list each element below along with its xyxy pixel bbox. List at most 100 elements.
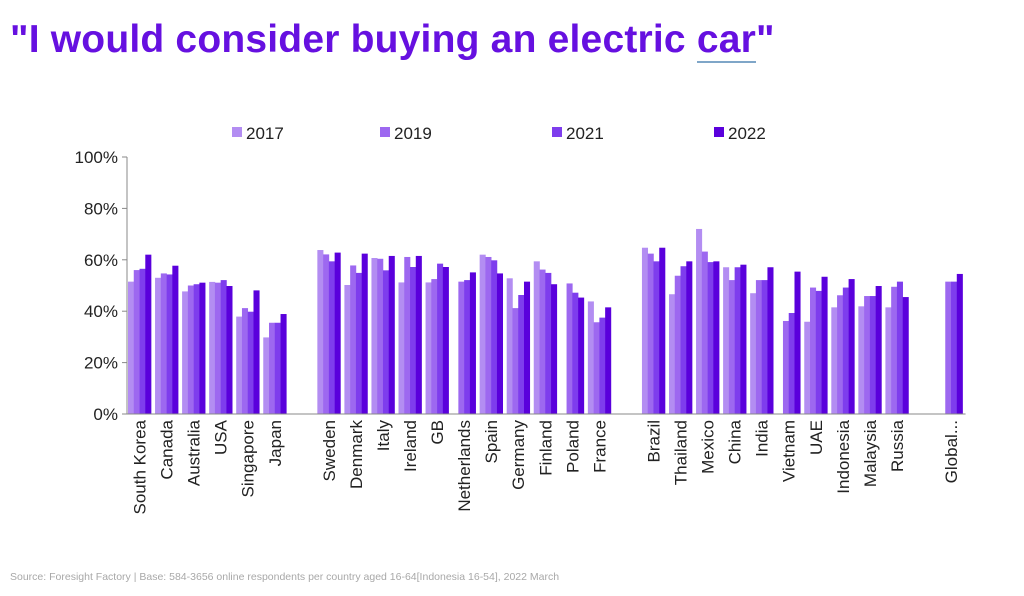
- x-tick-label: Spain: [482, 420, 501, 463]
- x-tick-label: Poland: [563, 420, 582, 473]
- bar-japan-2022: [280, 314, 287, 414]
- bar-gb-2019: [431, 279, 438, 414]
- bar-finland-2019: [539, 269, 546, 414]
- bar-india-2021: [761, 280, 768, 414]
- bar-sweden-2017: [317, 250, 324, 414]
- bar-sweden-2019: [323, 254, 330, 414]
- bar-japan-2017: [263, 337, 270, 414]
- legend-swatch-2019: [380, 127, 390, 137]
- bar-malaysia-2019: [864, 296, 871, 414]
- y-tick-label: 20%: [84, 354, 118, 373]
- bar-russia-2019: [891, 286, 898, 414]
- y-tick-label: 100%: [75, 148, 118, 167]
- bar-denmark-2022: [361, 253, 368, 414]
- bar-china-2021: [734, 267, 741, 414]
- bar-ireland-2017: [398, 282, 405, 414]
- x-tick-label: Sweden: [320, 420, 339, 481]
- bar-thailand-2022: [686, 261, 693, 414]
- bar-indonesia-2017: [831, 307, 838, 414]
- bar-uae-2022: [821, 276, 828, 414]
- bar-singapore-2022: [253, 290, 260, 414]
- bar-italy-2019: [377, 258, 384, 414]
- x-tick-label: Netherlands: [455, 420, 474, 512]
- bar-finland-2022: [551, 284, 558, 414]
- bar-germany-2022: [523, 281, 531, 414]
- bar-uae-2017: [804, 321, 811, 414]
- bar-sweden-2021: [328, 261, 335, 414]
- bar-australia-2019: [187, 285, 194, 414]
- bar-netherlands-2021: [464, 280, 471, 414]
- x-tick-label: Italy: [374, 420, 393, 452]
- x-tick-label: Denmark: [347, 420, 366, 489]
- bar-singapore-2017: [236, 316, 243, 414]
- bar-mexico-2021: [707, 262, 714, 414]
- y-tick-label: 80%: [84, 199, 118, 218]
- bar-uae-2019: [810, 287, 817, 414]
- bar-denmark-2019: [350, 265, 357, 414]
- legend-label-2022: 2022: [728, 124, 766, 143]
- bar-finland-2017: [533, 261, 540, 414]
- title-text: "I would consider buying an electric: [10, 18, 697, 61]
- x-tick-label: Japan: [266, 420, 285, 466]
- bar-russia-2022: [902, 297, 909, 414]
- bar-poland-2021: [572, 292, 579, 414]
- x-tick-label: Finland: [536, 420, 555, 476]
- bar-australia-2021: [193, 284, 200, 414]
- bar-poland-2022: [578, 297, 585, 414]
- bar-sweden-2022: [334, 252, 341, 414]
- bar-china-2019: [728, 280, 735, 414]
- bar-canada-2019: [160, 273, 167, 414]
- x-tick-label: GB: [428, 420, 447, 445]
- bar-mexico-2022: [713, 261, 720, 414]
- bar-spain-2022: [496, 273, 503, 414]
- bar-spain-2019: [485, 256, 492, 414]
- bar-brazil-2022: [659, 247, 666, 414]
- bar-southkorea-2021: [139, 268, 146, 414]
- bar-malaysia-2021: [869, 296, 876, 414]
- bar-malaysia-2022: [875, 286, 882, 414]
- legend-swatch-2017: [232, 127, 242, 137]
- bar-canada-2021: [166, 274, 173, 414]
- bar-usa-2017: [209, 281, 216, 414]
- bar-india-2022: [767, 267, 774, 414]
- bar-ireland-2021: [410, 267, 417, 414]
- bar-mexico-2017: [696, 228, 703, 414]
- bar-usa-2021: [220, 280, 227, 414]
- bar-global-2022: [956, 273, 963, 414]
- y-tick-label: 40%: [84, 302, 118, 321]
- legend-swatch-2021: [552, 127, 562, 137]
- x-tick-label: Mexico: [699, 420, 718, 474]
- bar-poland-2019: [566, 283, 573, 414]
- bar-france-2017: [587, 301, 594, 414]
- x-tick-label: Ireland: [401, 420, 420, 472]
- bar-chart: 0% 20% 40% 60% 80% 100% 2017 2019 2021 2022 South …: [75, 124, 966, 515]
- bar-italy-2021: [382, 270, 390, 414]
- bar-germany-2017: [506, 278, 513, 414]
- bar-denmark-2021: [355, 272, 362, 414]
- bar-southkorea-2019: [133, 270, 140, 414]
- x-tick-label: South Korea: [131, 419, 150, 514]
- x-tick-label: Thailand: [672, 420, 691, 485]
- x-tick-label: China: [726, 419, 745, 464]
- bar-vietnam-2019: [782, 320, 790, 414]
- bar-indonesia-2022: [848, 279, 855, 414]
- bar-singapore-2021: [247, 311, 254, 414]
- x-tick-label: Vietnam: [780, 420, 799, 482]
- bar-germany-2021: [518, 295, 525, 414]
- bar-uae-2021: [815, 290, 822, 414]
- bar-japan-2019: [269, 322, 276, 414]
- bar-global-2021: [951, 281, 958, 414]
- bar-china-2022: [740, 264, 747, 414]
- legend-label-2021: 2021: [566, 124, 604, 143]
- x-tick-label: Brazil: [644, 420, 663, 463]
- title-suffix: ": [756, 18, 775, 61]
- bar-netherlands-2022: [469, 272, 476, 414]
- x-tick-label: India: [753, 419, 772, 456]
- x-tick-label: Russia: [888, 419, 907, 472]
- bar-usa-2022: [226, 286, 233, 414]
- x-tick-label: Canada: [158, 419, 177, 479]
- bar-france-2019: [593, 322, 600, 414]
- bar-italy-2017: [371, 258, 378, 414]
- y-tick-label: 60%: [84, 251, 118, 270]
- bar-brazil-2021: [653, 261, 660, 414]
